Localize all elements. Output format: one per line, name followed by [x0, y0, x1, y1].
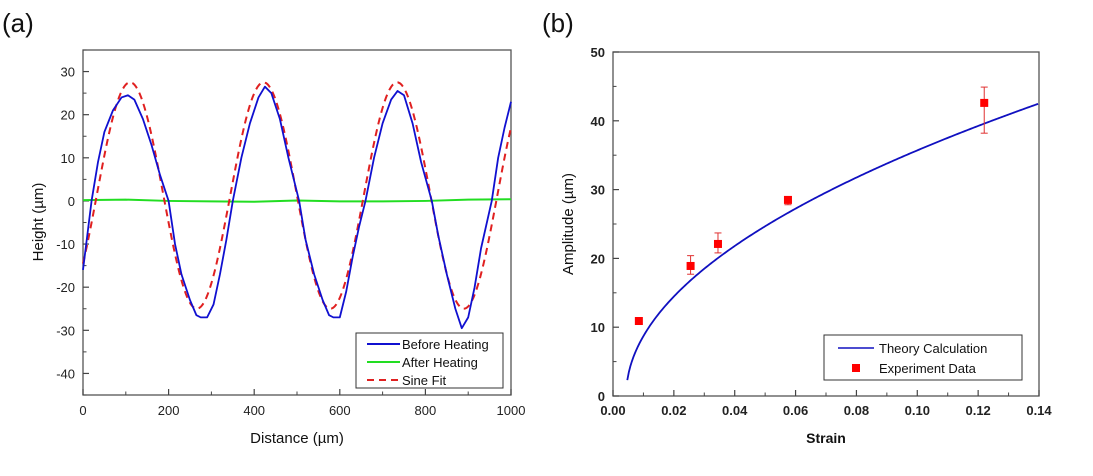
- experiment-marker: [980, 98, 989, 107]
- chart-b-series: [626, 86, 1039, 381]
- chart-b-y-axis-title: Amplitude (µm): [560, 173, 577, 275]
- chart-b-y-tick-label: 40: [591, 114, 605, 129]
- experiment-marker: [686, 261, 695, 270]
- chart-b-x-tick-label: 0.04: [722, 403, 748, 418]
- chart-a-x-tick-label: 600: [329, 403, 351, 418]
- chart-b-x-tick-label: 0.12: [965, 403, 990, 418]
- series-theory-calculation: [626, 103, 1039, 381]
- chart-a: 0 200 400 600 800 1000 -40 -30 -20 -10 0 10 20 30 Di…: [30, 49, 525, 447]
- experiment-data-point: [713, 232, 722, 254]
- chart-b-y-tick-label: 0: [598, 389, 605, 404]
- chart-b-y-tick-label: 10: [591, 320, 605, 335]
- chart-a-x-ticks: 0 200 400 600 800 1000: [79, 389, 525, 418]
- chart-a-y-tick-label: 0: [68, 194, 75, 209]
- chart-b-x-tick-label: 0.14: [1026, 403, 1052, 418]
- chart-b: 0.00 0.02 0.04 0.06 0.08 0.10 0.12 0.14 0 10 20 30…: [560, 45, 1052, 446]
- panel-label-a: (a): [2, 8, 34, 38]
- chart-b-legend: Theory Calculation Experiment Data: [823, 334, 1023, 381]
- chart-b-y-ticks: 0 10 20 30 40 50: [591, 45, 619, 404]
- chart-a-y-tick-label: 10: [61, 151, 75, 166]
- chart-b-x-tick-label: 0.08: [844, 403, 869, 418]
- chart-b-legend-box: [823, 334, 1023, 381]
- legend-label-theory-calculation: Theory Calculation: [879, 341, 987, 356]
- chart-a-y-tick-label: -10: [56, 237, 75, 252]
- chart-a-y-tick-label: 20: [61, 108, 75, 123]
- chart-a-y-axis-title: Height (µm): [30, 183, 47, 262]
- experiment-marker: [634, 317, 643, 326]
- experiment-marker: [713, 239, 722, 248]
- legend-label-experiment-data: Experiment Data: [879, 361, 977, 376]
- chart-a-series: [82, 81, 512, 330]
- series-before-heating: [82, 85, 512, 330]
- chart-a-y-tick-label: -30: [56, 323, 75, 338]
- chart-b-x-tick-label: 0.06: [783, 403, 808, 418]
- chart-b-x-tick-label: 0.10: [905, 403, 930, 418]
- legend-label-before-heating: Before Heating: [402, 337, 489, 352]
- chart-a-x-axis-title: Distance (µm): [250, 430, 344, 447]
- chart-b-y-tick-label: 30: [591, 183, 605, 198]
- chart-a-legend-box: [355, 332, 504, 389]
- chart-a-y-tick-label: -20: [56, 280, 75, 295]
- chart-a-x-tick-label: 1000: [497, 403, 526, 418]
- chart-b-x-tick-label: 0.02: [661, 403, 686, 418]
- experiment-data-point: [980, 86, 989, 134]
- chart-b-y-tick-label: 50: [591, 45, 605, 60]
- experiment-marker: [783, 195, 792, 204]
- chart-a-legend: Before Heating After Heating Sine Fit: [355, 332, 504, 389]
- chart-a-x-tick-label: 200: [158, 403, 180, 418]
- chart-a-x-tick-label: 800: [415, 403, 437, 418]
- chart-a-y-tick-label: -40: [56, 366, 75, 381]
- chart-a-x-tick-label: 400: [243, 403, 265, 418]
- chart-b-x-tick-label: 0.00: [600, 403, 625, 418]
- experiment-data-point: [686, 255, 695, 275]
- experiment-data-point: [634, 317, 643, 326]
- experiment-data-point: [783, 195, 792, 206]
- legend-label-after-heating: After Heating: [402, 355, 478, 370]
- chart-a-y-tick-label: 30: [61, 65, 75, 80]
- legend-swatch-experiment-data: [852, 364, 860, 372]
- chart-b-x-axis-title: Strain: [806, 430, 846, 446]
- legend-label-sine-fit: Sine Fit: [402, 373, 446, 388]
- chart-b-y-tick-label: 20: [591, 251, 605, 266]
- chart-b-x-ticks: 0.00 0.02 0.04 0.06 0.08 0.10 0.12 0.14: [600, 390, 1052, 418]
- chart-a-y-ticks: -40 -30 -20 -10 0 10 20 30: [56, 49, 89, 396]
- panel-label-b: (b): [542, 8, 574, 38]
- chart-a-x-tick-label: 0: [79, 403, 86, 418]
